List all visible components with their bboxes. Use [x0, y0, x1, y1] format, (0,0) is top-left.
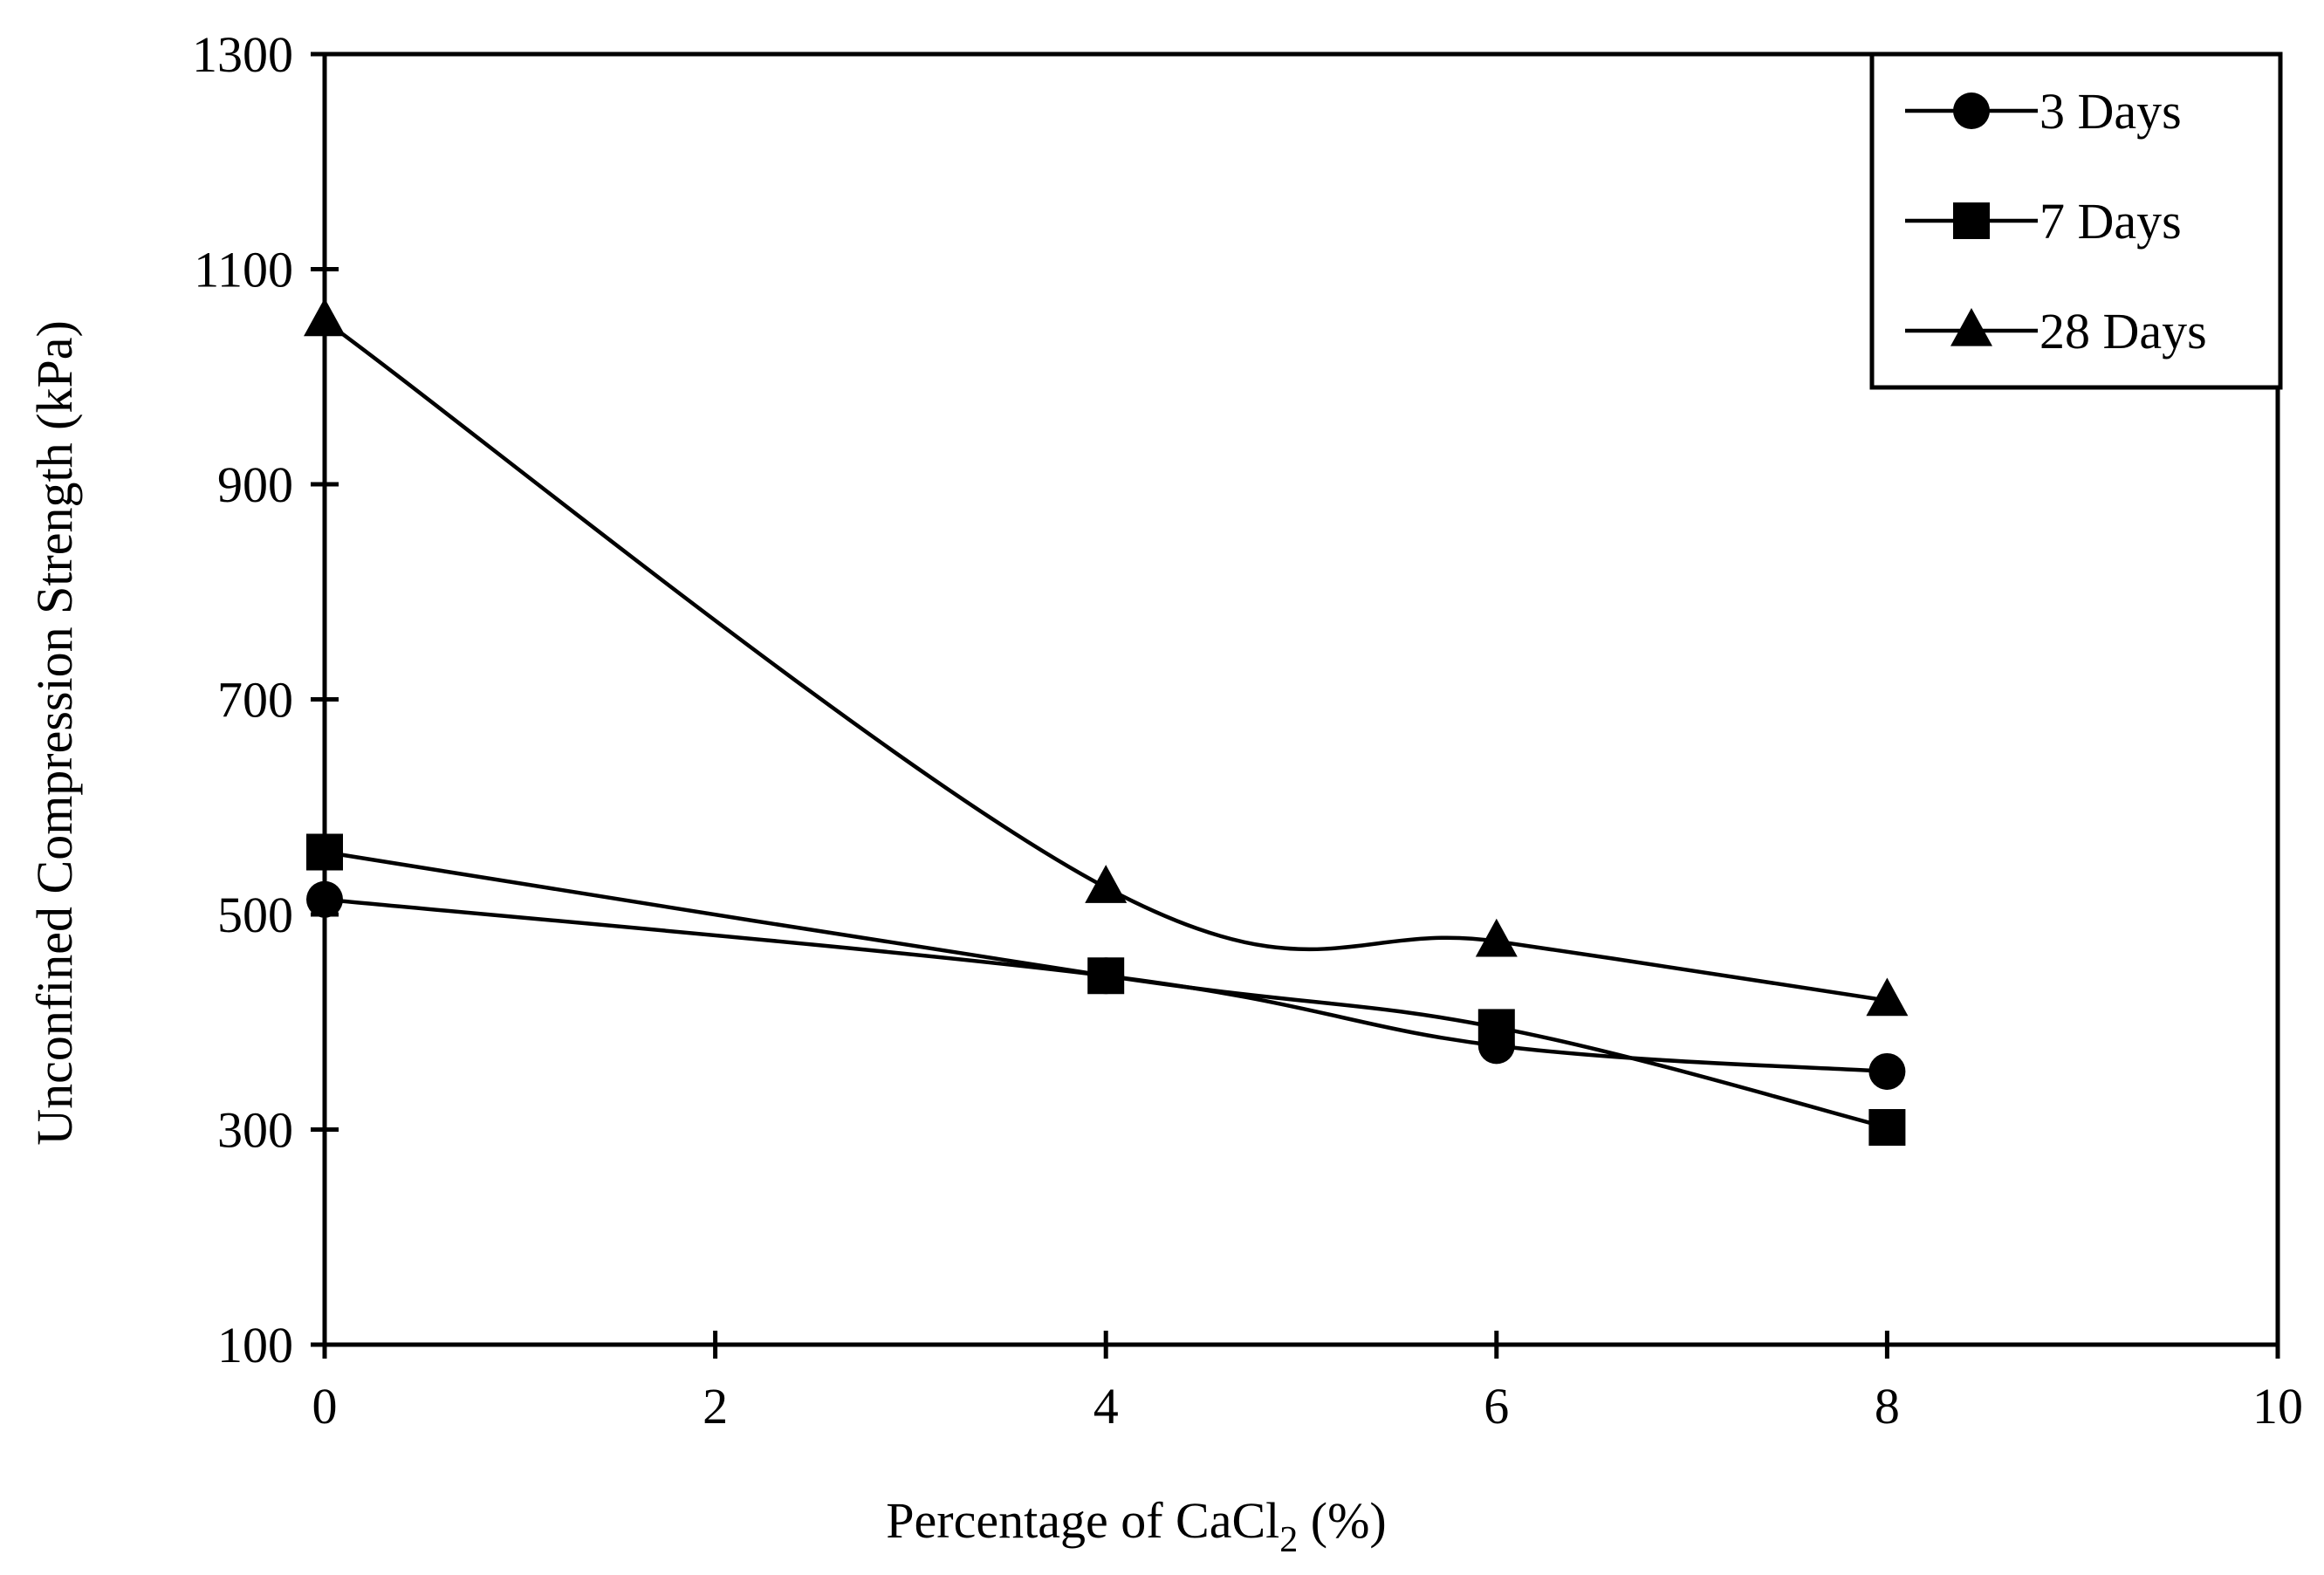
x-tick-label: 0	[312, 1378, 338, 1435]
y-tick-label: 900	[217, 456, 293, 513]
x-axis-title-main: Percentage of CaCl	[886, 1492, 1279, 1549]
y-tick-label: 100	[217, 1317, 293, 1373]
data-point-3-days	[1868, 1052, 1906, 1090]
x-axis-title: Percentage of CaCl2 (%)	[886, 1492, 1386, 1560]
x-tick-label: 4	[1093, 1378, 1119, 1435]
data-point-28-days	[1085, 865, 1128, 903]
x-tick-label: 8	[1875, 1378, 1900, 1435]
y-tick-label: 1300	[192, 26, 293, 83]
legend-marker	[1950, 307, 1992, 346]
data-point-7-days	[306, 833, 343, 871]
x-tick-label: 10	[2252, 1378, 2303, 1435]
data-point-7-days	[1477, 1009, 1515, 1046]
x-axis-title-subscript: 2	[1279, 1520, 1298, 1560]
y-tick-label: 1100	[194, 242, 293, 298]
series-lines	[323, 318, 1888, 1130]
axes: 0 2 4 6 8 10 100 300 500 700 900 1100 1300	[192, 26, 2303, 1435]
data-point-7-days	[1868, 1109, 1906, 1147]
series-line-28-days	[323, 318, 1888, 1003]
series-markers	[304, 298, 1909, 1147]
legend-marker	[1953, 202, 1990, 239]
y-tick-label: 300	[217, 1102, 293, 1159]
legend-label: 28 Days	[2039, 303, 2207, 360]
legend-marker	[1953, 92, 1990, 129]
data-point-28-days	[1475, 918, 1518, 957]
data-point-3-days	[306, 880, 343, 918]
legend: 3 Days 7 Days 28 Days	[1869, 51, 2283, 390]
legend-label: 7 Days	[2039, 193, 2182, 250]
series-line-3-days	[324, 897, 1888, 1074]
legend-label: 3 Days	[2039, 83, 2182, 140]
x-axis-title-suffix: (%)	[1298, 1492, 1386, 1549]
series-line-7-days	[324, 850, 1888, 1130]
y-tick-label: 700	[217, 672, 293, 729]
data-point-28-days	[1866, 977, 1909, 1017]
x-tick-label: 6	[1484, 1378, 1509, 1435]
data-point-28-days	[304, 298, 346, 337]
y-tick-label: 500	[217, 887, 293, 943]
x-tick-label: 2	[703, 1378, 728, 1435]
y-axis-title: Unconfined Compression Strength (kPa)	[26, 320, 83, 1146]
data-point-7-days	[1087, 957, 1125, 995]
